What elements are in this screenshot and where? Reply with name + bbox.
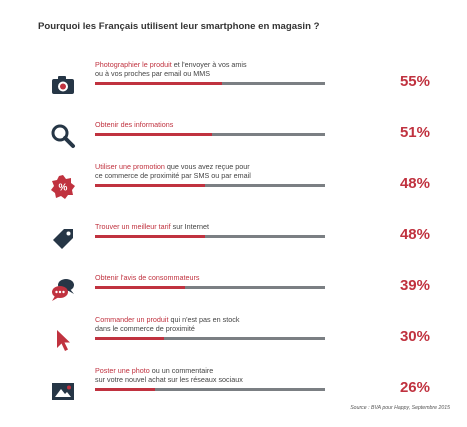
bar-fill [95,388,155,391]
value-label: 39% [399,277,430,294]
bar-label: Trouver un meilleur tarif sur Internet [95,222,325,231]
price-tag-icon [49,224,77,252]
bar-label-highlight: Commander un produit [95,315,169,324]
bar-label: Commander un produit qui n'est pas en st… [95,315,325,333]
bar-track [95,337,325,340]
source-note: Source : BVA pour Happy, Septembre 2015 [350,405,450,411]
bar-label-rest: et l'envoyer à vos amis [171,60,247,69]
chart-row: % Utiliser une promotion que vous avez re… [0,162,467,212]
bar-track [95,235,325,238]
value-label: 48% [399,226,430,243]
value-label: 55% [399,73,430,90]
cursor-icon [49,326,77,354]
chart-title: Pourquoi les Français utilisent leur sma… [38,21,320,32]
bar-label-line2: sur votre nouvel achat sur les réseaux s… [95,375,243,385]
bar-fill [95,337,164,340]
bar-label: Utiliser une promotion que vous avez reç… [95,162,325,180]
bar-label-line2: ce commerce de proximité par SMS ou par … [95,171,251,181]
bar-label: Obtenir des informations [95,120,325,129]
bar-label-highlight: Poster une photo [95,366,150,375]
value-label: 26% [399,379,430,396]
bar-label-line2: ou à vos proches par email ou MMS [95,69,211,79]
bar-fill [95,235,206,238]
chart-row: Obtenir des informations 51% [0,111,467,161]
promo-badge-icon: % [49,173,77,201]
chart-row: Trouver un meilleur tarif sur Internet 48… [0,213,467,263]
bar-label: Poster une photo ou un commentaire sur vo… [95,366,325,384]
bar-track [95,133,325,136]
bar-fill [95,286,185,289]
bar-track [95,184,325,187]
bar-label-highlight: Photographier le produit [95,60,172,69]
bar-fill [95,82,222,85]
photo-icon [49,377,77,405]
bar-label-line2: dans le commerce de proximité [95,324,195,334]
bar-track [95,82,325,85]
bar-label-highlight: Trouver un meilleur tarif [95,222,171,231]
bar-track [95,388,325,391]
bar-label-rest: qui n'est pas en stock [168,315,240,324]
chart-row: Photographier le produit et l'envoyer à … [0,60,467,110]
chart-row: Poster une photo ou un commentaire sur vo… [0,366,467,416]
bar-fill [95,184,206,187]
bar-label: Photographier le produit et l'envoyer à … [95,60,325,78]
bar-label-highlight: Utiliser une promotion [95,162,165,171]
svg-text:%: % [59,183,68,194]
value-label: 51% [399,124,430,141]
bar-fill [95,133,213,136]
chart-row: Commander un produit qui n'est pas en st… [0,315,467,365]
bar-track [95,286,325,289]
bar-label: Obtenir l'avis de consommateurs [95,273,325,282]
camera-icon [49,71,77,99]
magnifier-icon [49,122,77,150]
bar-label-rest: sur Internet [170,222,209,231]
value-label: 48% [399,175,430,192]
bar-label-highlight: Obtenir des informations [95,120,174,129]
bar-label-highlight: Obtenir l'avis de consommateurs [95,273,200,282]
chart-row: Obtenir l'avis de consommateurs 39% [0,264,467,314]
chat-bubbles-icon [49,275,77,303]
value-label: 30% [399,328,430,345]
bar-label-rest: ou un commentaire [149,366,214,375]
bar-label-rest: que vous avez reçue pour [164,162,250,171]
